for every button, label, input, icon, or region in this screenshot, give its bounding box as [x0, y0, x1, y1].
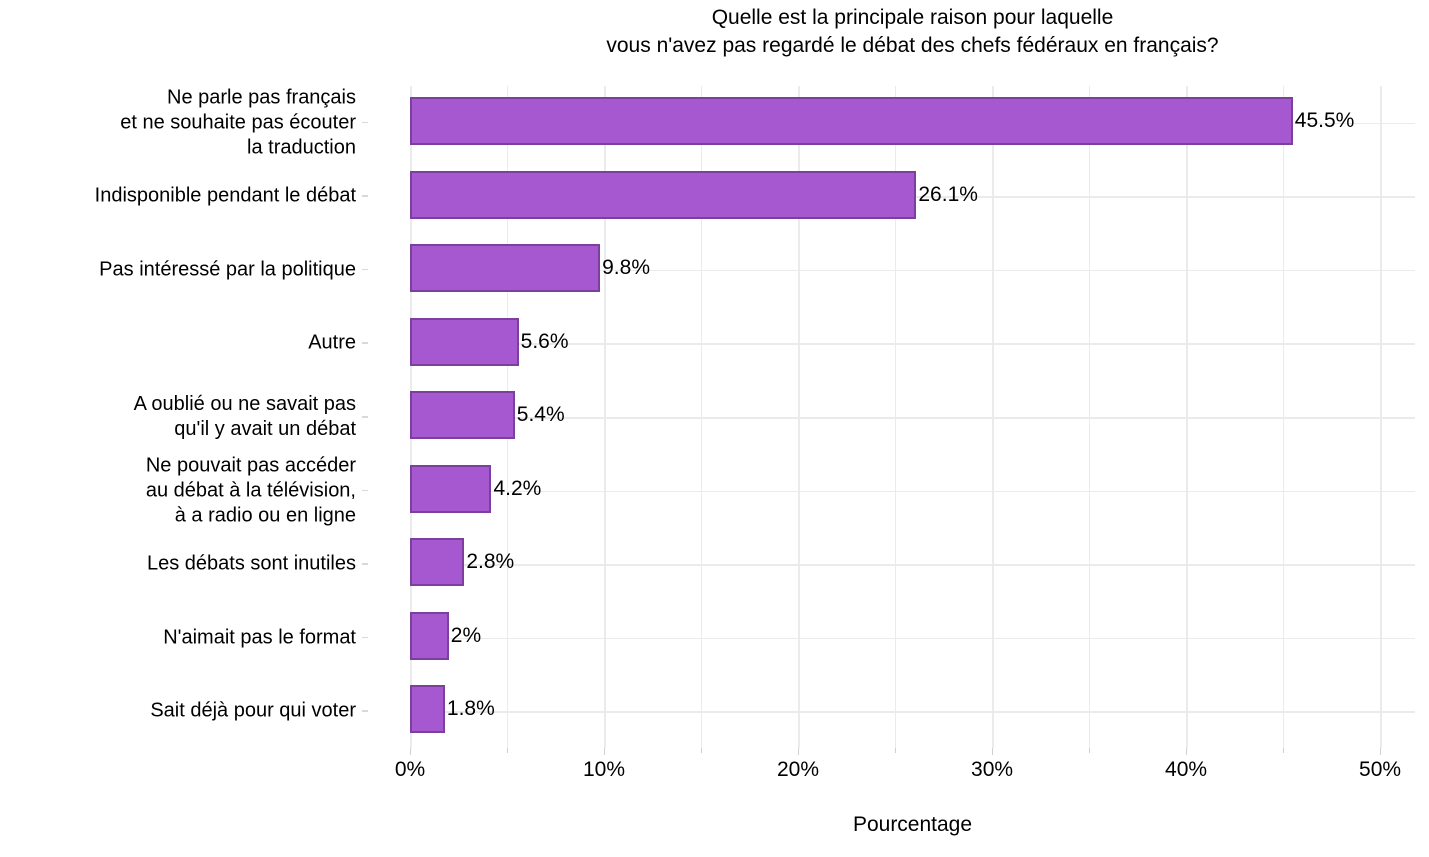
- x-axis-tick-label: 20%: [777, 758, 820, 781]
- y-axis-tick-mark: [362, 268, 368, 271]
- bar-row: 26.1%: [410, 160, 1415, 234]
- bar[interactable]: [410, 244, 601, 293]
- x-axis-title: Pourcentage: [852, 813, 973, 836]
- bar-value-label: 26.1%: [918, 182, 978, 206]
- y-axis-tick-label: Indisponible pendant le débat: [94, 184, 356, 207]
- y-axis-tick-label: Pas intéressé par la politique: [99, 258, 356, 281]
- gridline-horizontal: [410, 637, 1415, 640]
- bar[interactable]: [410, 464, 492, 513]
- x-axis-tick-mark: [1380, 748, 1382, 755]
- bar[interactable]: [410, 611, 449, 660]
- x-axis-tick-mark: [1186, 748, 1188, 755]
- x-axis-tick-mark: [410, 748, 412, 755]
- x-axis-tick-label: 50%: [1359, 758, 1402, 781]
- bar-value-label: 9.8%: [602, 256, 650, 280]
- gridline-horizontal: [410, 711, 1415, 713]
- y-axis-tick-mark: [362, 489, 368, 492]
- y-axis-tick-label: Ne parle pas français et ne souhaite pas…: [120, 86, 356, 159]
- x-axis-tick-label: 30%: [971, 758, 1014, 781]
- y-axis-tick-mark: [362, 195, 368, 197]
- y-axis-tick-mark: [362, 121, 368, 124]
- chart-title: Quelle est la principale raison pour laq…: [606, 6, 1219, 57]
- bar[interactable]: [410, 97, 1293, 145]
- y-axis-tick-mark: [362, 563, 368, 565]
- x-axis-tick-mark: [992, 748, 994, 755]
- gridline-horizontal: [410, 417, 1415, 419]
- bar-row: 5.4%: [410, 380, 1415, 454]
- x-axis-tick-mark: [604, 748, 606, 755]
- bar[interactable]: [410, 538, 465, 587]
- x-axis-tick-mark-minor: [507, 748, 509, 753]
- bar-value-label: 45.5%: [1294, 109, 1355, 132]
- x-axis-tick-mark-minor: [895, 748, 897, 753]
- bar-row: 45.5%: [410, 86, 1415, 160]
- bar-value-label: 2.8%: [466, 550, 515, 574]
- bar[interactable]: [410, 317, 519, 366]
- x-axis-tick-label: 40%: [1165, 758, 1208, 781]
- x-axis-tick-mark-minor: [1283, 748, 1285, 753]
- x-axis-tick-mark: [798, 748, 800, 755]
- x-axis-tick-label: 0%: [394, 758, 426, 781]
- y-axis-tick-label: Ne pouvait pas accéder au débat à la tél…: [145, 454, 356, 527]
- bar-row: 5.6%: [410, 307, 1415, 381]
- bar[interactable]: [410, 391, 515, 440]
- x-axis-tick-mark-minor: [701, 748, 703, 753]
- x-axis-tick-label: 10%: [582, 758, 626, 781]
- bar-row: 9.8%: [410, 233, 1415, 307]
- bar-row: 2%: [410, 601, 1415, 675]
- y-axis-tick-label: Les débats sont inutiles: [146, 552, 356, 575]
- bar-row: 1.8%: [410, 674, 1415, 748]
- gridline-horizontal: [410, 490, 1415, 493]
- bar-row: 2.8%: [410, 527, 1415, 601]
- y-axis-tick-label: Autre: [308, 331, 356, 354]
- bar-value-label: 5.4%: [516, 403, 565, 427]
- y-axis-tick-label: A oublié ou ne savait pas qu'il y avait …: [133, 393, 356, 440]
- bar-value-label: 1.8%: [446, 697, 495, 721]
- y-axis-tick-mark: [362, 342, 368, 345]
- bar[interactable]: [410, 685, 445, 734]
- gridline-horizontal: [410, 269, 1415, 272]
- bar-value-label: 2%: [450, 623, 482, 647]
- x-axis-tick-mark-minor: [1089, 748, 1091, 753]
- gridline-horizontal: [410, 343, 1415, 346]
- bar-value-label: 4.2%: [493, 476, 542, 500]
- y-axis-tick-mark: [362, 710, 368, 712]
- y-axis-tick-label: N'aimait pas le format: [163, 626, 356, 649]
- plot-area: 45.5% 26.1% 9.8% 5.6% 5.4% 4.2% 2.8% 2% 1.8%: [410, 86, 1415, 748]
- y-axis-tick-mark: [362, 416, 368, 418]
- gridline-horizontal: [410, 564, 1415, 566]
- bar-row: 4.2%: [410, 454, 1415, 528]
- y-axis-tick-label: Sait déjà pour qui voter: [150, 699, 356, 722]
- y-axis-tick-mark: [362, 636, 368, 639]
- bar-value-label: 5.6%: [520, 329, 569, 353]
- bar[interactable]: [410, 170, 917, 219]
